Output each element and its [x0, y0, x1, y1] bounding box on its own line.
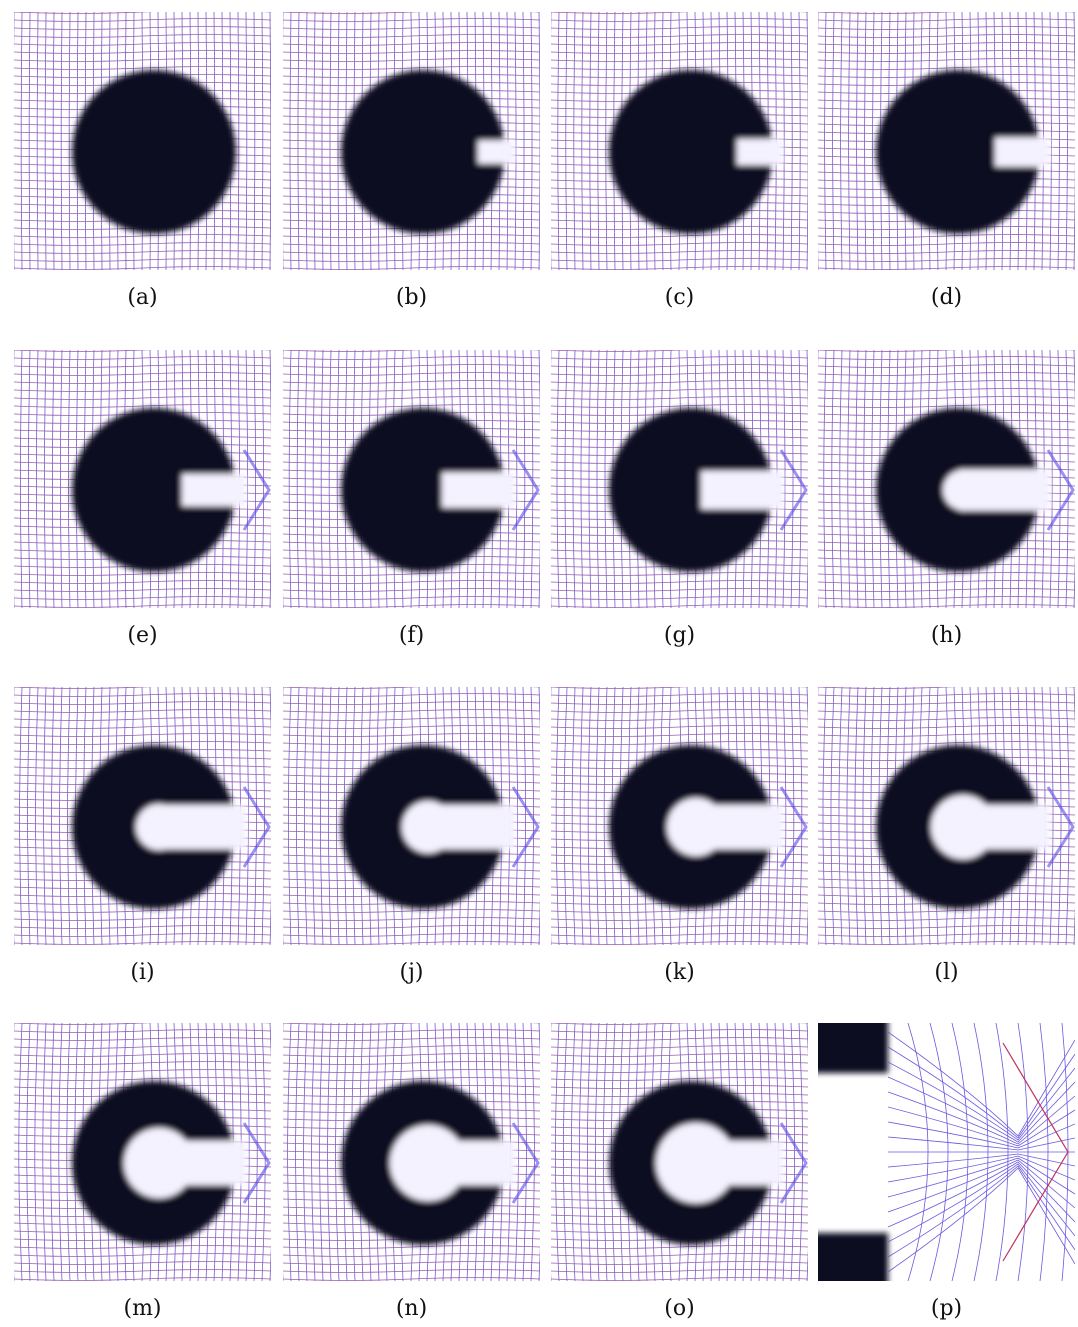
- caption: (j): [400, 960, 424, 985]
- cavity: [943, 470, 983, 510]
- caption: (f): [399, 623, 424, 648]
- grid-line: [549, 350, 551, 608]
- grid-line: [816, 350, 818, 608]
- caption: (i): [130, 960, 154, 985]
- notch: [478, 141, 515, 164]
- notch: [182, 474, 246, 506]
- cavity: [402, 801, 454, 853]
- figure: (a) (b) (c) (d) (e) (f) (g) (h) (i) (j) (k) (l) (m) (…: [0, 0, 1078, 1327]
- grid-line: [817, 12, 818, 270]
- panel: [280, 686, 541, 946]
- caption: (h): [931, 623, 962, 648]
- panel: [550, 11, 808, 271]
- cavity: [390, 1125, 466, 1201]
- grid-line: [12, 350, 14, 608]
- caption: (l): [934, 960, 958, 985]
- object: [72, 70, 236, 234]
- panel: [549, 349, 809, 609]
- grid-line: [11, 1023, 14, 1281]
- grid-line: [550, 12, 551, 270]
- caption: (b): [396, 285, 427, 310]
- caption: (d): [931, 285, 962, 310]
- notch: [995, 138, 1050, 167]
- panel: [815, 686, 1077, 946]
- caption: (e): [127, 623, 157, 648]
- panel: [282, 11, 540, 271]
- panel: [808, 1013, 1075, 1293]
- grid-line: [280, 1023, 283, 1281]
- disc: [72, 70, 236, 234]
- caption: (k): [664, 960, 695, 985]
- grid-line: [281, 350, 283, 608]
- panel: [280, 1022, 543, 1282]
- grid-line: [548, 687, 551, 945]
- panel: [13, 11, 271, 271]
- block: [808, 1013, 888, 1073]
- page: (a) (b) (c) (d) (e) (f) (g) (h) (i) (j) (k) (l) (m) (…: [0, 0, 1078, 1327]
- panel: [12, 349, 271, 609]
- panel: [548, 686, 810, 946]
- panel: [12, 686, 273, 946]
- caption: (o): [664, 1296, 694, 1321]
- grid-line: [12, 687, 14, 945]
- cavity: [667, 798, 725, 856]
- grid-line: [282, 12, 283, 270]
- caption: (m): [123, 1296, 161, 1321]
- cavity: [656, 1123, 736, 1203]
- notch: [737, 139, 783, 165]
- caption: (n): [396, 1296, 427, 1321]
- notch: [442, 473, 515, 508]
- caption: (p): [931, 1296, 962, 1321]
- panel: [816, 349, 1076, 609]
- panel: [11, 1022, 273, 1282]
- caption: (a): [127, 285, 157, 310]
- caption: (g): [664, 623, 695, 648]
- cavity: [124, 1128, 194, 1198]
- panel: [281, 349, 541, 609]
- panel: [547, 1022, 810, 1282]
- grid-line: [547, 1023, 551, 1281]
- block: [808, 1233, 888, 1293]
- panel: [817, 11, 1076, 271]
- cavity: [136, 804, 182, 850]
- caption: (c): [665, 285, 695, 310]
- grid-line: [13, 12, 14, 270]
- cavity: [931, 795, 995, 859]
- grid-line: [815, 687, 818, 945]
- notch: [701, 471, 783, 509]
- grid-line: [280, 687, 283, 945]
